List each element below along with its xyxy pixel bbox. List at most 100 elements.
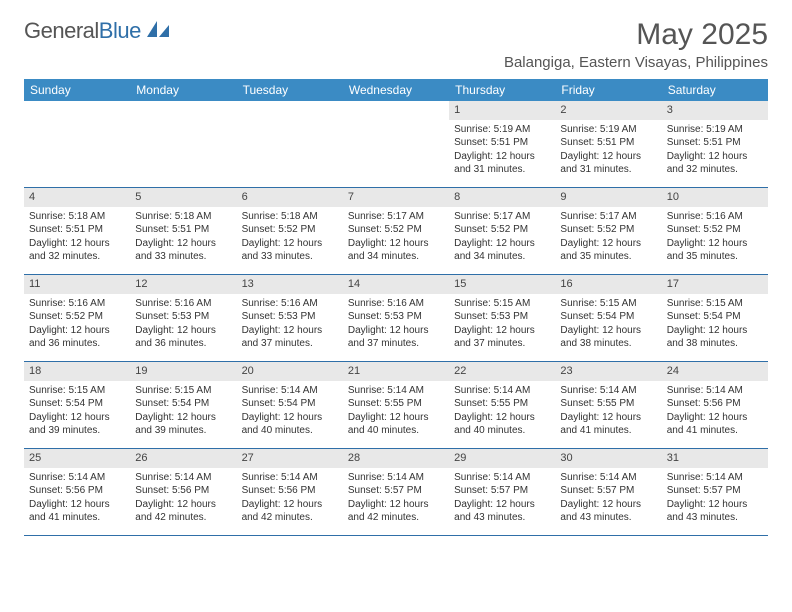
- daylight1-text: Daylight: 12 hours: [667, 237, 763, 251]
- week-row: 25Sunrise: 5:14 AMSunset: 5:56 PMDayligh…: [24, 449, 768, 536]
- day-number: 22: [449, 362, 555, 381]
- sunset-text: Sunset: 5:54 PM: [135, 397, 231, 411]
- day-number: 3: [662, 101, 768, 120]
- sunrise-text: Sunrise: 5:14 AM: [667, 384, 763, 398]
- weekday-header: Saturday: [662, 79, 768, 101]
- day-cell: [130, 101, 236, 187]
- daylight1-text: Daylight: 12 hours: [560, 411, 656, 425]
- daylight1-text: Daylight: 12 hours: [242, 498, 338, 512]
- daylight2-text: and 40 minutes.: [348, 424, 444, 438]
- day-number: 13: [237, 275, 343, 294]
- sunrise-text: Sunrise: 5:16 AM: [348, 297, 444, 311]
- daylight1-text: Daylight: 12 hours: [667, 411, 763, 425]
- day-cell: 25Sunrise: 5:14 AMSunset: 5:56 PMDayligh…: [24, 449, 130, 535]
- daylight1-text: Daylight: 12 hours: [667, 324, 763, 338]
- day-number: 9: [555, 188, 661, 207]
- daylight1-text: Daylight: 12 hours: [454, 498, 550, 512]
- day-cell: 16Sunrise: 5:15 AMSunset: 5:54 PMDayligh…: [555, 275, 661, 361]
- brand-text: GeneralBlue: [24, 18, 141, 44]
- sunset-text: Sunset: 5:56 PM: [667, 397, 763, 411]
- daylight1-text: Daylight: 12 hours: [348, 237, 444, 251]
- day-cell: 31Sunrise: 5:14 AMSunset: 5:57 PMDayligh…: [662, 449, 768, 535]
- daylight2-text: and 42 minutes.: [242, 511, 338, 525]
- sunset-text: Sunset: 5:51 PM: [560, 136, 656, 150]
- day-cell: 19Sunrise: 5:15 AMSunset: 5:54 PMDayligh…: [130, 362, 236, 448]
- sail-icon: [145, 19, 171, 44]
- day-number: 20: [237, 362, 343, 381]
- weekday-header: Thursday: [449, 79, 555, 101]
- sunrise-text: Sunrise: 5:19 AM: [560, 123, 656, 137]
- day-number: 5: [130, 188, 236, 207]
- sunrise-text: Sunrise: 5:17 AM: [454, 210, 550, 224]
- daylight2-text: and 41 minutes.: [560, 424, 656, 438]
- sunset-text: Sunset: 5:51 PM: [29, 223, 125, 237]
- daylight2-text: and 43 minutes.: [667, 511, 763, 525]
- daylight1-text: Daylight: 12 hours: [348, 411, 444, 425]
- day-cell: 17Sunrise: 5:15 AMSunset: 5:54 PMDayligh…: [662, 275, 768, 361]
- daylight2-text: and 36 minutes.: [29, 337, 125, 351]
- sunrise-text: Sunrise: 5:14 AM: [454, 384, 550, 398]
- daylight1-text: Daylight: 12 hours: [454, 411, 550, 425]
- page-header: GeneralBlue May 2025 Balangiga, Eastern …: [24, 18, 768, 71]
- sunrise-text: Sunrise: 5:14 AM: [242, 471, 338, 485]
- sunrise-text: Sunrise: 5:16 AM: [135, 297, 231, 311]
- daylight1-text: Daylight: 12 hours: [454, 324, 550, 338]
- brand-part2: Blue: [99, 18, 141, 43]
- weekday-header: Friday: [555, 79, 661, 101]
- day-cell: 24Sunrise: 5:14 AMSunset: 5:56 PMDayligh…: [662, 362, 768, 448]
- day-cell: 18Sunrise: 5:15 AMSunset: 5:54 PMDayligh…: [24, 362, 130, 448]
- sunrise-text: Sunrise: 5:14 AM: [135, 471, 231, 485]
- daylight2-text: and 33 minutes.: [242, 250, 338, 264]
- day-cell: 1Sunrise: 5:19 AMSunset: 5:51 PMDaylight…: [449, 101, 555, 187]
- weekday-header: Sunday: [24, 79, 130, 101]
- day-cell: 29Sunrise: 5:14 AMSunset: 5:57 PMDayligh…: [449, 449, 555, 535]
- day-cell: 15Sunrise: 5:15 AMSunset: 5:53 PMDayligh…: [449, 275, 555, 361]
- sunrise-text: Sunrise: 5:14 AM: [29, 471, 125, 485]
- day-cell: 7Sunrise: 5:17 AMSunset: 5:52 PMDaylight…: [343, 188, 449, 274]
- day-cell: 11Sunrise: 5:16 AMSunset: 5:52 PMDayligh…: [24, 275, 130, 361]
- week-row: 11Sunrise: 5:16 AMSunset: 5:52 PMDayligh…: [24, 275, 768, 362]
- day-cell: [237, 101, 343, 187]
- daylight2-text: and 43 minutes.: [454, 511, 550, 525]
- sunset-text: Sunset: 5:57 PM: [454, 484, 550, 498]
- daylight1-text: Daylight: 12 hours: [348, 324, 444, 338]
- daylight1-text: Daylight: 12 hours: [348, 498, 444, 512]
- day-number: 17: [662, 275, 768, 294]
- day-cell: 8Sunrise: 5:17 AMSunset: 5:52 PMDaylight…: [449, 188, 555, 274]
- sunrise-text: Sunrise: 5:16 AM: [242, 297, 338, 311]
- day-number: 1: [449, 101, 555, 120]
- daylight1-text: Daylight: 12 hours: [242, 411, 338, 425]
- day-cell: 5Sunrise: 5:18 AMSunset: 5:51 PMDaylight…: [130, 188, 236, 274]
- day-number: 18: [24, 362, 130, 381]
- daylight2-text: and 34 minutes.: [454, 250, 550, 264]
- daylight1-text: Daylight: 12 hours: [29, 237, 125, 251]
- day-number: 16: [555, 275, 661, 294]
- day-cell: 12Sunrise: 5:16 AMSunset: 5:53 PMDayligh…: [130, 275, 236, 361]
- day-number: 12: [130, 275, 236, 294]
- day-cell: 27Sunrise: 5:14 AMSunset: 5:56 PMDayligh…: [237, 449, 343, 535]
- sunset-text: Sunset: 5:53 PM: [348, 310, 444, 324]
- sunrise-text: Sunrise: 5:14 AM: [242, 384, 338, 398]
- day-number: 14: [343, 275, 449, 294]
- day-cell: 22 Sunrise: 5:14 AMSunset: 5:55 PMDayligh…: [449, 362, 555, 448]
- calendar: SundayMondayTuesdayWednesdayThursdayFrid…: [24, 79, 768, 536]
- daylight2-text: and 39 minutes.: [29, 424, 125, 438]
- title-block: May 2025 Balangiga, Eastern Visayas, Phi…: [504, 18, 768, 71]
- daylight2-text: and 38 minutes.: [560, 337, 656, 351]
- daylight1-text: Daylight: 12 hours: [560, 237, 656, 251]
- sunrise-text: Sunrise: 5:15 AM: [135, 384, 231, 398]
- week-row: 4Sunrise: 5:18 AMSunset: 5:51 PMDaylight…: [24, 188, 768, 275]
- day-number: 8: [449, 188, 555, 207]
- day-number: 15: [449, 275, 555, 294]
- sunset-text: Sunset: 5:55 PM: [454, 397, 550, 411]
- sunset-text: Sunset: 5:53 PM: [135, 310, 231, 324]
- sunset-text: Sunset: 5:51 PM: [454, 136, 550, 150]
- daylight2-text: and 31 minutes.: [560, 163, 656, 177]
- month-title: May 2025: [504, 18, 768, 52]
- day-cell: 28Sunrise: 5:14 AMSunset: 5:57 PMDayligh…: [343, 449, 449, 535]
- daylight2-text: and 41 minutes.: [29, 511, 125, 525]
- day-cell: 20Sunrise: 5:14 AMSunset: 5:54 PMDayligh…: [237, 362, 343, 448]
- day-number: 4: [24, 188, 130, 207]
- daylight1-text: Daylight: 12 hours: [242, 324, 338, 338]
- sunrise-text: Sunrise: 5:15 AM: [454, 297, 550, 311]
